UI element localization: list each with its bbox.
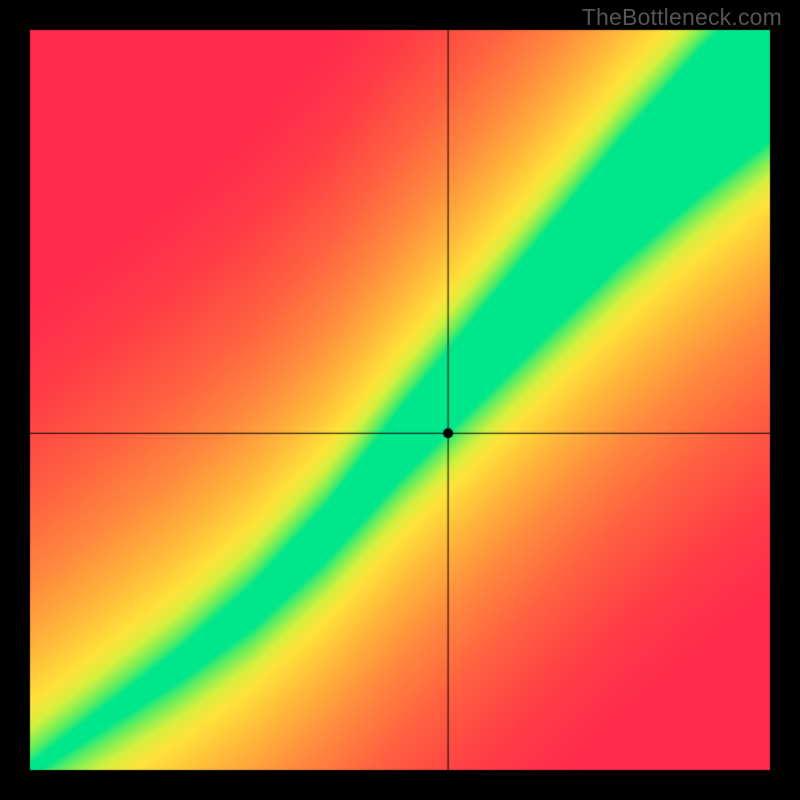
chart-container: TheBottleneck.com xyxy=(0,0,800,800)
watermark-text: TheBottleneck.com xyxy=(582,4,782,31)
bottleneck-heatmap xyxy=(0,0,800,800)
